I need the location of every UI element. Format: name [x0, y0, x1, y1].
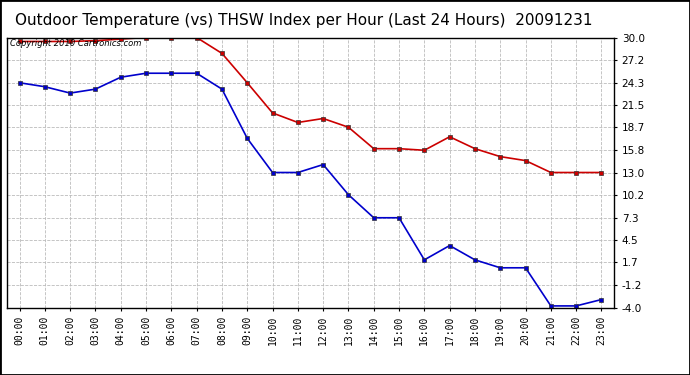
Text: Copyright 2010 Cartronics.com: Copyright 2010 Cartronics.com [10, 39, 141, 48]
Text: Outdoor Temperature (vs) THSW Index per Hour (Last 24 Hours)  20091231: Outdoor Temperature (vs) THSW Index per … [15, 13, 592, 28]
